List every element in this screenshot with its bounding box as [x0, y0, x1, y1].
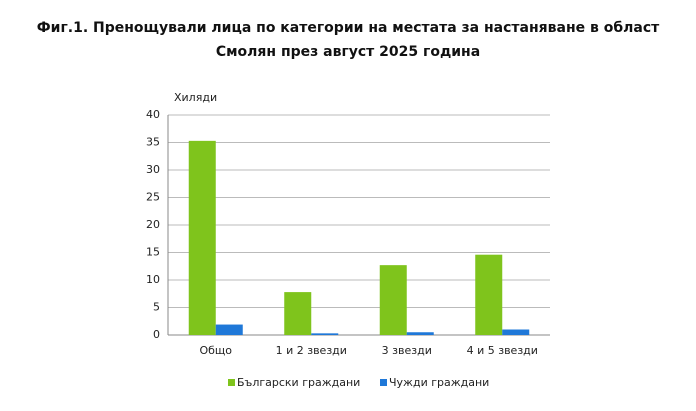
- legend-label: Български граждани: [237, 376, 360, 389]
- legend-label: Чужди граждани: [389, 376, 489, 389]
- y-tick-label: 15: [146, 246, 160, 259]
- bar: [284, 292, 312, 335]
- y-tick-label: 5: [153, 301, 160, 314]
- y-tick-label: 30: [146, 163, 160, 176]
- bar: [502, 329, 530, 335]
- chart-title: Фиг.1. Пренощували лица по категории на …: [36, 20, 660, 60]
- y-tick-label: 10: [146, 273, 160, 286]
- bar: [379, 265, 407, 335]
- x-tick-label: Общо: [199, 344, 232, 357]
- bar: [311, 333, 339, 335]
- bar: [475, 254, 503, 335]
- y-tick-label: 25: [146, 191, 160, 204]
- bar: [406, 332, 434, 335]
- y-tick-label: 0: [153, 328, 160, 341]
- y-tick-label: 20: [146, 218, 160, 231]
- y-tick-label: 40: [146, 108, 160, 121]
- x-tick-label: 1 и 2 звезди: [276, 344, 347, 357]
- legend-swatch: [228, 379, 235, 386]
- bar: [215, 324, 243, 335]
- bar: [188, 140, 216, 335]
- y-tick-label: 35: [146, 136, 160, 149]
- legend-swatch: [380, 379, 387, 386]
- x-tick-label: 4 и 5 звезди: [467, 344, 538, 357]
- y-axis-label: Хиляди: [174, 91, 217, 104]
- x-tick-label: 3 звезди: [382, 344, 432, 357]
